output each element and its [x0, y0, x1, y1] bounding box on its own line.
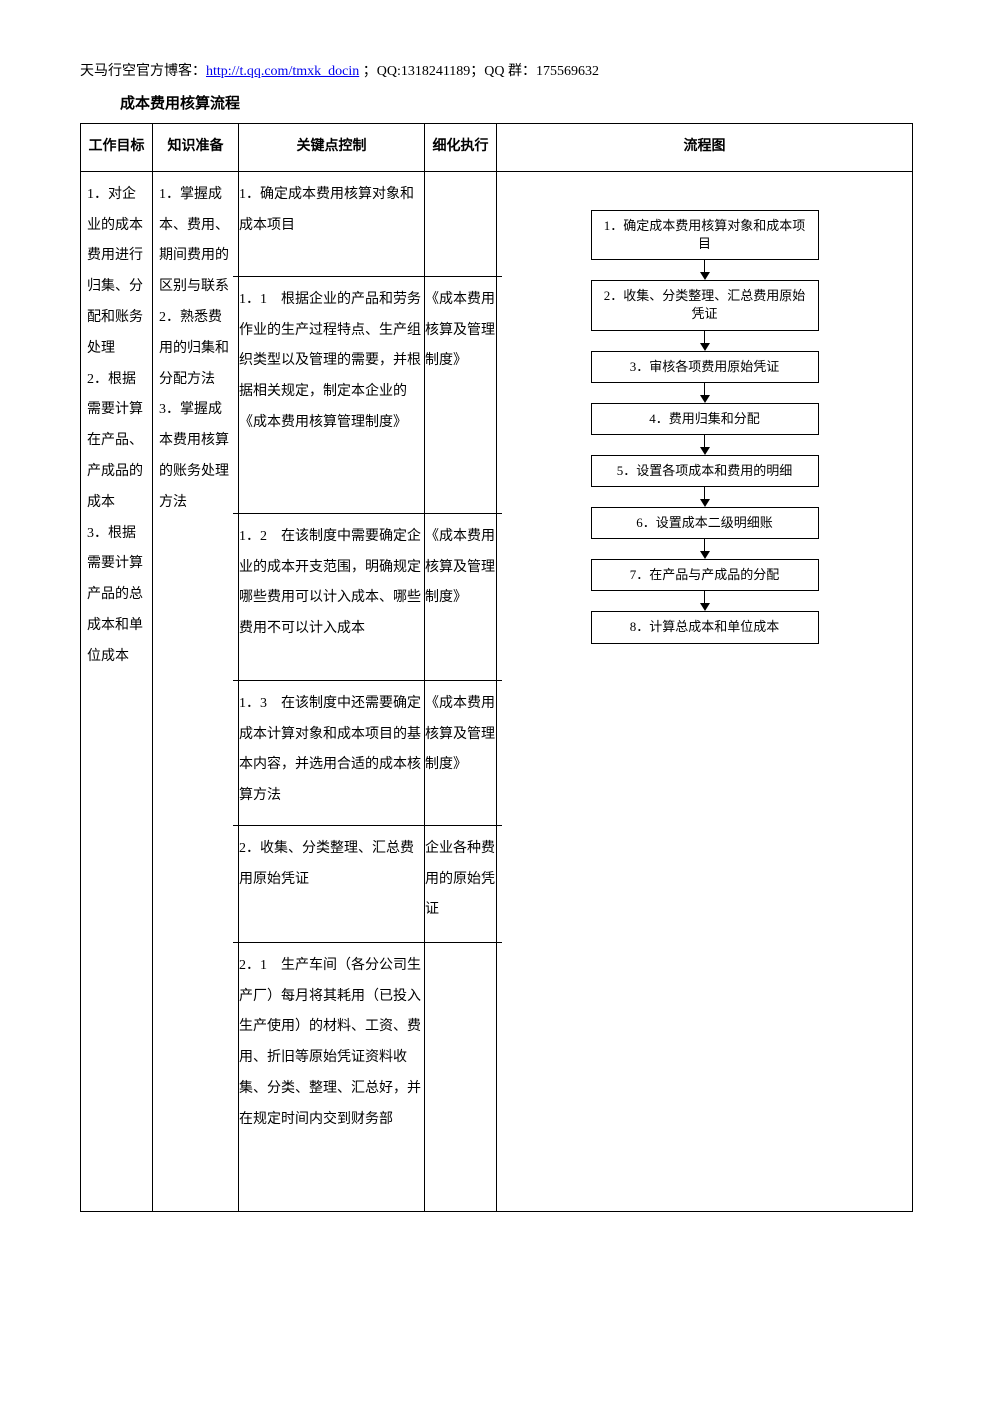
arrow-icon: [700, 591, 710, 611]
kp-1-2: 1．2 在该制度中需要确定企业的成本开支范围，明确规定哪些费用可以计入成本、哪些…: [233, 513, 430, 672]
col-header-prep: 知识准备: [153, 124, 239, 172]
header-suffix: ；QQ:1318241189；QQ 群：175569632: [359, 64, 599, 79]
exec-1-1: 《成本费用核算及管理制度》: [419, 276, 502, 505]
flow-box-1: 1．确定成本费用核算对象和成本项目: [591, 210, 819, 260]
kp-1-1: 1．1 根据企业的产品和劳务作业的生产过程特点、生产组织类型以及管理的需要，并根…: [233, 276, 430, 505]
flowchart: 1．确定成本费用核算对象和成本项目 2．收集、分类整理、汇总费用原始凭证 3．审…: [503, 180, 906, 644]
kp-1-3: 1．3 在该制度中还需要确定成本计算对象和成本项目的基本内容，并选用合适的成本核…: [233, 680, 430, 817]
flow-box-8: 8．计算总成本和单位成本: [591, 611, 819, 643]
kp-1: 1．确定成本费用核算对象和成本项目: [233, 172, 430, 268]
col-header-exec: 细化执行: [425, 124, 497, 172]
flow-box-6: 6．设置成本二级明细账: [591, 507, 819, 539]
col-header-goal: 工作目标: [81, 124, 153, 172]
flow-box-7: 7．在产品与产成品的分配: [591, 559, 819, 591]
exec-blank-2: [419, 942, 502, 1211]
exec-cell: 《成本费用核算及管理制度》 《成本费用核算及管理制度》 《成本费用核算及管理制度…: [425, 171, 497, 1211]
exec-blank-1: [419, 172, 502, 268]
col-header-key: 关键点控制: [239, 124, 425, 172]
table-header-row: 工作目标 知识准备 关键点控制 细化执行 流程图: [81, 124, 913, 172]
header-line: 天马行空官方博客：http://t.qq.com/tmxk_docin ；QQ:…: [80, 60, 913, 80]
header-prefix: 天马行空官方博客：: [80, 64, 206, 79]
kp-2: 2．收集、分类整理、汇总费用原始凭证: [233, 825, 430, 934]
arrow-icon: [700, 331, 710, 351]
arrow-icon: [700, 539, 710, 559]
table-body-row: 1．对企业的成本费用进行归集、分配和账务处理 2．根据需要计算在产品、产成品的成…: [81, 171, 913, 1211]
arrow-icon: [700, 487, 710, 507]
arrow-icon: [700, 260, 710, 280]
goal-cell: 1．对企业的成本费用进行归集、分配和账务处理 2．根据需要计算在产品、产成品的成…: [81, 171, 153, 1211]
arrow-icon: [700, 435, 710, 455]
col-header-flow: 流程图: [497, 124, 913, 172]
blog-link[interactable]: http://t.qq.com/tmxk_docin: [206, 64, 359, 79]
exec-2: 企业各种费用的原始凭证: [419, 825, 502, 934]
document-title: 成本费用核算流程: [120, 92, 913, 113]
flow-box-4: 4．费用归集和分配: [591, 403, 819, 435]
flow-box-3: 3．审核各项费用原始凭证: [591, 351, 819, 383]
exec-1-3: 《成本费用核算及管理制度》: [419, 680, 502, 817]
flow-box-2: 2．收集、分类整理、汇总费用原始凭证: [591, 280, 819, 330]
flow-box-5: 5．设置各项成本和费用的明细: [591, 455, 819, 487]
kp-2-1: 2．1 生产车间（各分公司生产厂）每月将其耗用（已投入生产使用）的材料、工资、费…: [233, 942, 430, 1211]
keypoint-cell: 1．确定成本费用核算对象和成本项目 1．1 根据企业的产品和劳务作业的生产过程特…: [239, 171, 425, 1211]
exec-1-2: 《成本费用核算及管理制度》: [419, 513, 502, 672]
prep-cell: 1．掌握成本、费用、期间费用的区别与联系 2．熟悉费用的归集和分配方法 3．掌握…: [153, 171, 239, 1211]
arrow-icon: [700, 383, 710, 403]
flow-cell: 1．确定成本费用核算对象和成本项目 2．收集、分类整理、汇总费用原始凭证 3．审…: [497, 171, 913, 1211]
process-table: 工作目标 知识准备 关键点控制 细化执行 流程图 1．对企业的成本费用进行归集、…: [80, 123, 913, 1212]
